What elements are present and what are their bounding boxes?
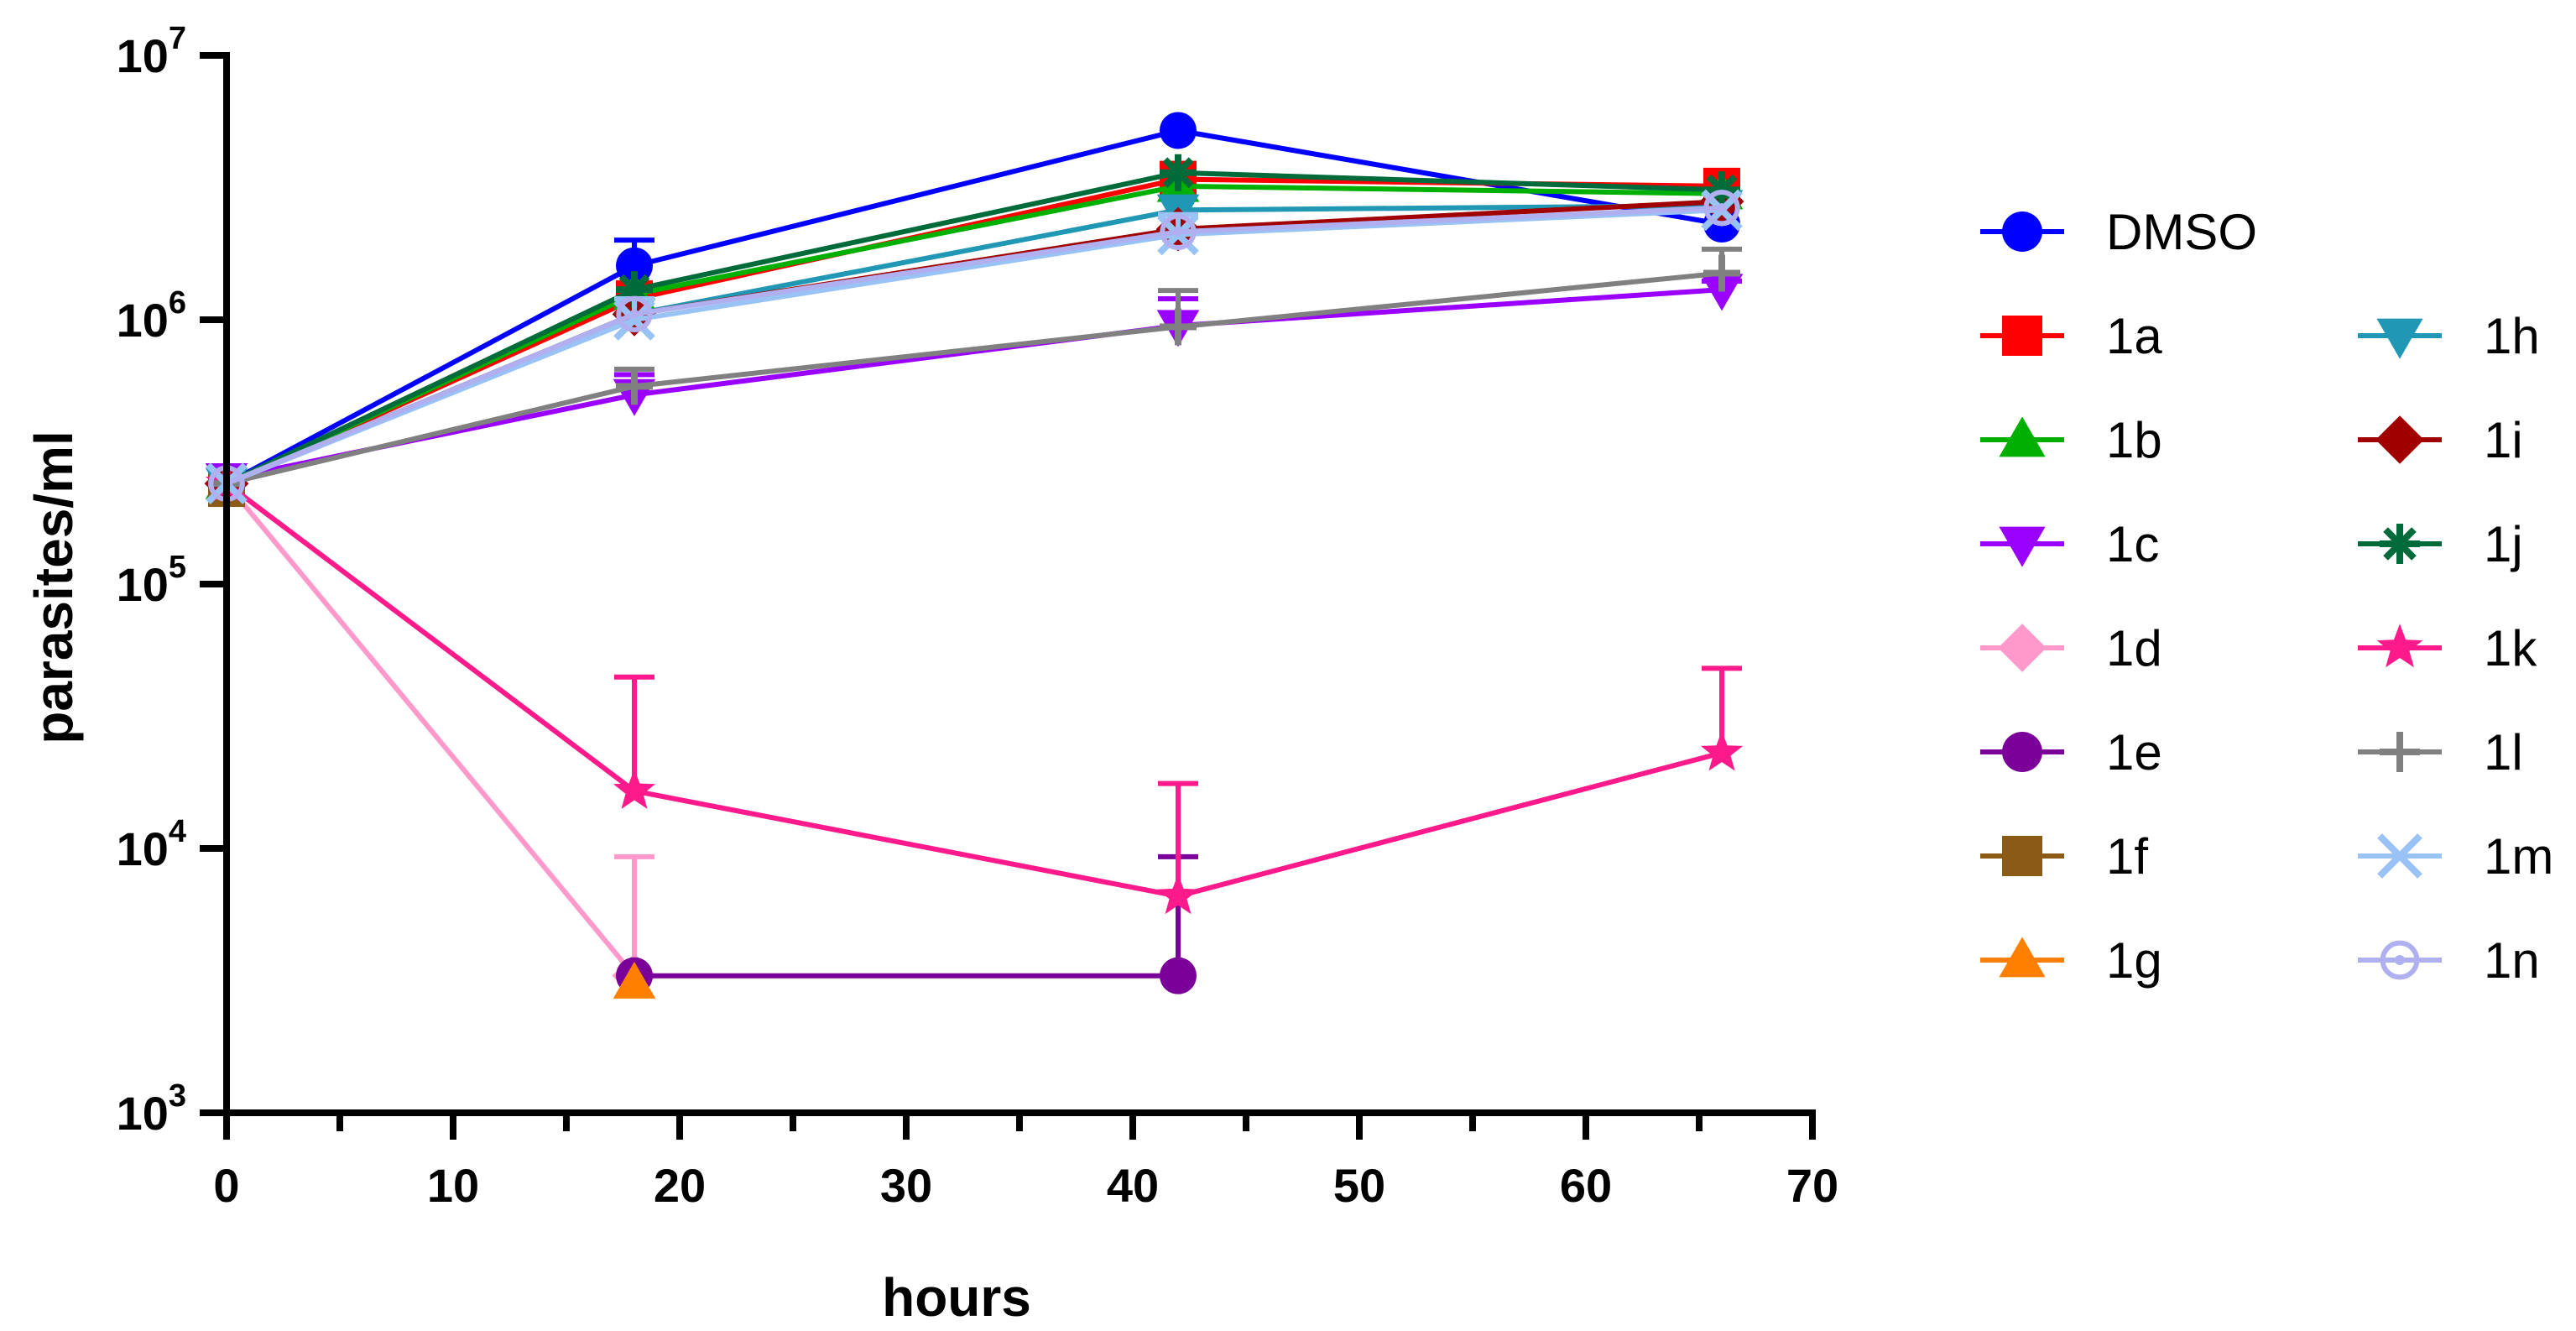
data-point bbox=[1160, 112, 1197, 149]
series-1g bbox=[613, 961, 656, 999]
x-tick-label: 0 bbox=[213, 1159, 239, 1212]
legend-item-1d: 1d bbox=[1980, 620, 2162, 676]
legend-item-1i: 1i bbox=[2358, 412, 2523, 468]
x-tick-label: 30 bbox=[880, 1159, 932, 1212]
legend-item-1a: 1a bbox=[1980, 308, 2162, 364]
legend-label: 1g bbox=[2106, 932, 2162, 989]
legend-marker bbox=[2002, 316, 2042, 356]
series-line bbox=[225, 199, 1723, 486]
x-tick-label: 20 bbox=[654, 1159, 706, 1212]
x-tick-label: 10 bbox=[427, 1159, 479, 1212]
series-line bbox=[224, 482, 637, 978]
legend-item-1e: 1e bbox=[1980, 724, 2162, 780]
legend-item-1h: 1h bbox=[2358, 308, 2540, 364]
data-point bbox=[1703, 189, 1740, 227]
legend-item-1g: 1g bbox=[1980, 932, 2162, 989]
legend-label: 1h bbox=[2484, 308, 2540, 364]
data-point bbox=[616, 368, 653, 405]
legend-label: 1f bbox=[2106, 828, 2148, 885]
series-1e bbox=[616, 853, 1198, 994]
data-point bbox=[1160, 308, 1197, 346]
legend-label: 1j bbox=[2484, 516, 2523, 572]
legend-item-1m: 1m bbox=[2358, 828, 2553, 885]
data-point bbox=[613, 769, 656, 809]
legend-marker bbox=[2380, 940, 2420, 980]
data-point bbox=[616, 247, 653, 284]
legend-marker bbox=[2002, 732, 2042, 772]
legend-label: 1d bbox=[2106, 620, 2162, 676]
legend-label: 1k bbox=[2484, 620, 2537, 676]
x-tick-label: 60 bbox=[1560, 1159, 1612, 1212]
legend-item-1c: 1c bbox=[1980, 516, 2159, 572]
series-line bbox=[225, 481, 1723, 899]
y-axis-title: parasites/ml bbox=[23, 431, 84, 744]
legend-label: 1a bbox=[2106, 308, 2162, 364]
legend-item-1n: 1n bbox=[2358, 932, 2540, 989]
legend-item-1l: 1l bbox=[2358, 724, 2523, 780]
legend-item-1k: 1k bbox=[2358, 620, 2537, 676]
series-1l bbox=[208, 246, 1742, 503]
legend-marker bbox=[2380, 732, 2420, 772]
data-point bbox=[1160, 213, 1197, 250]
legend-marker bbox=[1999, 526, 2046, 567]
data-point bbox=[1160, 957, 1197, 994]
legend-marker bbox=[2380, 524, 2420, 564]
y-tick-label: 107 bbox=[117, 21, 186, 82]
legend-label: DMSO bbox=[2106, 204, 2257, 260]
y-tick-label: 104 bbox=[117, 814, 186, 875]
legend-marker bbox=[2375, 415, 2424, 464]
y-tick-label: 103 bbox=[117, 1078, 186, 1140]
legend-label: 1c bbox=[2106, 516, 2159, 572]
series-1k bbox=[205, 461, 1744, 915]
legend-item-1b: 1b bbox=[1980, 412, 2162, 468]
data-point bbox=[613, 961, 656, 999]
axes: 0 10 20 30 40 50 60 70 103 104 105 106 107 bbox=[117, 21, 1839, 1212]
data-point bbox=[1703, 254, 1740, 292]
legend-item-1j: 1j bbox=[2358, 516, 2523, 572]
legend-marker bbox=[2377, 833, 2422, 879]
legend-item-dmso: DMSO bbox=[1980, 204, 2257, 260]
series-line bbox=[225, 170, 1723, 486]
legend-label: 1b bbox=[2106, 412, 2162, 468]
series-line bbox=[225, 183, 1723, 486]
x-tick-label: 70 bbox=[1786, 1159, 1838, 1212]
legend-marker bbox=[2002, 836, 2042, 876]
x-tick-label: 40 bbox=[1107, 1159, 1159, 1212]
legend-marker bbox=[1999, 937, 2046, 978]
series-1d bbox=[204, 461, 657, 999]
legend-label: 1l bbox=[2484, 724, 2523, 780]
data-point bbox=[1700, 730, 1744, 771]
legend-marker bbox=[2376, 624, 2423, 668]
legend-marker bbox=[1998, 624, 2047, 672]
data-point bbox=[1700, 274, 1744, 311]
legend-marker bbox=[2002, 211, 2042, 252]
y-tick-label: 105 bbox=[117, 550, 186, 611]
legend-item-1f: 1f bbox=[1980, 828, 2148, 885]
legend-label: 1m bbox=[2484, 828, 2553, 885]
legend-label: 1i bbox=[2484, 412, 2523, 468]
series-dmso bbox=[208, 112, 1742, 503]
series-line bbox=[225, 203, 1723, 486]
legend-label: 1n bbox=[2484, 932, 2540, 989]
plot-area bbox=[204, 112, 1744, 999]
y-tick-label: 106 bbox=[117, 285, 186, 347]
x-tick-label: 50 bbox=[1333, 1159, 1385, 1212]
legend-marker bbox=[1999, 416, 2046, 457]
data-point bbox=[616, 295, 653, 333]
series-line bbox=[225, 128, 1723, 486]
data-point bbox=[1160, 154, 1197, 191]
series-line bbox=[226, 270, 1723, 487]
x-axis-title: hours bbox=[882, 1267, 1031, 1328]
legend-label: 1e bbox=[2106, 724, 2162, 780]
legend-marker bbox=[2376, 318, 2423, 359]
series-line bbox=[225, 205, 1723, 486]
series-1n bbox=[208, 189, 1740, 502]
data-point bbox=[1156, 874, 1200, 915]
legend: DMSO 1a 1b 1c 1d 1e 1f 1g 1h 1i 1j 1k 1l 1m 1n bbox=[1980, 204, 2553, 989]
